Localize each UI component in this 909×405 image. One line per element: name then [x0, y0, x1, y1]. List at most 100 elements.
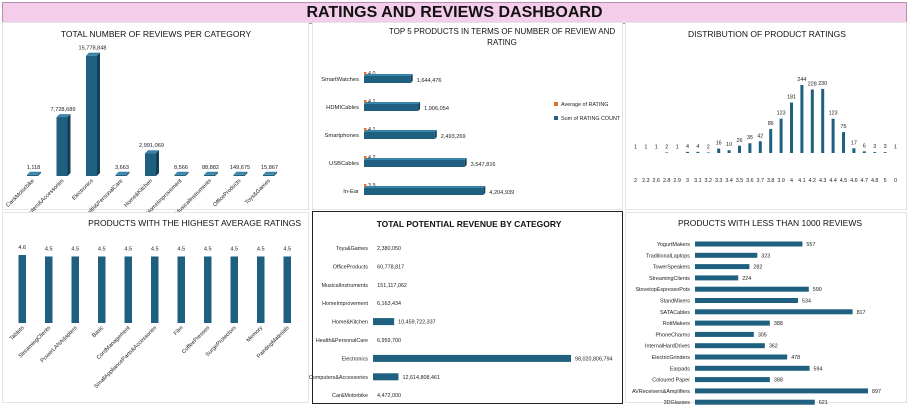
bar-smallapplianceparts-accessories: [151, 256, 159, 323]
data-label: 6,959,700: [377, 338, 401, 344]
top5-products-chart: TOP 5 PRODUCTS IN TERMS OF NUMBER OF REV…: [321, 27, 621, 196]
y-tick-label: ElectricGrinders: [652, 355, 691, 361]
legend-label: Average of RATING: [561, 102, 608, 108]
x-tick-label: Electronics: [71, 178, 95, 202]
x-tick-label: 3.2: [705, 178, 713, 184]
x-tick-label: Car&Motorbike: [5, 178, 36, 209]
data-label: 35: [747, 135, 753, 141]
chart-title: DISTRIBUTION OF PRODUCT RATINGS: [688, 29, 846, 39]
x-tick-label: OfficeProducts: [212, 178, 242, 208]
bar-avg-rating: [364, 156, 367, 160]
bar-rating-count: [364, 74, 413, 83]
data-label: 7,728,689: [51, 107, 76, 113]
y-tick-label: OfficeProducts: [333, 264, 369, 270]
x-tick-label: 2.6: [653, 178, 661, 184]
rating-distribution-chart: DISTRIBUTION OF PRODUCT RATINGS 1 2 1 2.3 1 2.…: [634, 29, 897, 184]
data-label: 10: [726, 142, 732, 148]
data-label: 4.5: [177, 246, 185, 252]
y-tick-label: In-Ear: [343, 189, 359, 195]
chart-title: TOP 5 PRODUCTS IN TERMS OF NUMBER OF REV…: [389, 27, 615, 36]
data-label: 228: [808, 81, 817, 87]
y-tick-label: HomeImprovement: [322, 301, 368, 307]
bar-electricgrinders: [695, 354, 788, 360]
data-label: 1,644,476: [417, 78, 442, 84]
data-label: 534: [802, 299, 811, 305]
less-than-1000-panel: PRODUCTS WITH LESS THAN 1000 REVIEWS Yogu…: [625, 212, 907, 405]
bar-car-motorbike: [27, 171, 41, 176]
bar-rating-4: [790, 102, 793, 153]
bar-rating-4-7: [862, 151, 866, 153]
data-label: 244: [797, 77, 806, 83]
bar-toys-games: [263, 171, 277, 176]
data-label: 1,906,054: [424, 106, 449, 112]
y-tick-label: PhoneCharms: [656, 332, 691, 338]
bar-rating-4-2: [810, 89, 814, 153]
y-tick-label: SmartWatches: [321, 77, 359, 83]
bar-rating-3: [686, 151, 689, 153]
data-label: 594: [814, 366, 823, 372]
bar-streamingclients: [45, 256, 53, 323]
data-label: 4,472,000: [377, 393, 401, 399]
bar-standmixers: [695, 298, 798, 303]
top5-products-panel: TOP 5 PRODUCTS IN TERMS OF NUMBER OF REV…: [312, 22, 623, 210]
y-tick-label: Health&PersonalCare: [316, 338, 368, 344]
bar-3dglasses: [695, 399, 815, 405]
y-tick-label: Toys&Games: [336, 246, 368, 252]
data-label: 388: [774, 321, 783, 327]
data-label: 2,991,069: [139, 143, 164, 149]
data-label: 817: [857, 310, 866, 316]
bar-rating-count: [364, 158, 467, 167]
y-tick-label: Car&Motorbike: [332, 393, 368, 399]
chart-title: TOTAL NUMBER OF REVIEWS PER CATEGORY: [61, 29, 252, 39]
y-tick-label: HDMICables: [326, 105, 359, 111]
data-label: 4.5: [71, 246, 79, 252]
x-tick-label: Film: [173, 325, 185, 337]
bar-paintingmaterials: [283, 256, 291, 323]
data-label: 1: [634, 145, 637, 151]
bar-rating-count: [364, 130, 437, 139]
x-tick-label: Home&Kitchen: [123, 178, 154, 209]
x-tick-label: 0: [894, 178, 897, 184]
bar-internalharddrives: [695, 343, 765, 349]
y-tick-label: AVReceivers&Amplifiers: [632, 389, 690, 395]
data-label: 478: [791, 355, 800, 361]
data-label: 4.5: [257, 246, 265, 252]
y-tick-label: StreamingClients: [649, 276, 690, 282]
bar-electronics: [86, 52, 100, 177]
bar-rating-4-5: [842, 132, 845, 153]
data-label: 1: [894, 145, 897, 151]
data-label: 3: [873, 144, 876, 150]
reviews-per-category-chart: TOTAL NUMBER OF REVIEWS PER CATEGORY 1,11…: [5, 29, 278, 226]
data-label: 86: [768, 121, 774, 127]
y-tick-label: Computers&Accessories: [309, 375, 368, 381]
data-label: 4: [686, 144, 689, 150]
bar-yogurtmakers: [695, 241, 803, 247]
bar-rating-3-5: [738, 145, 741, 153]
x-tick-label: Basic: [91, 325, 105, 339]
bar-rating-3-6: [748, 143, 752, 153]
bar-rating-5: [883, 152, 887, 153]
data-label: 123: [777, 111, 786, 117]
reviews-per-category-panel: TOTAL NUMBER OF REVIEWS PER CATEGORY 1,11…: [2, 22, 309, 226]
data-label: 2: [665, 144, 668, 150]
y-tick-label: Electronics: [342, 356, 369, 362]
x-tick-label: 2: [634, 178, 637, 184]
x-tick-label: 4.3: [819, 178, 827, 184]
data-label: 12,614,808,461: [402, 375, 439, 381]
bar-rating-3-3: [717, 148, 721, 153]
bar-health-personalcare: [115, 171, 130, 176]
bar-cordmanagement: [124, 256, 132, 323]
bar-revenue-computers-accessories: [373, 373, 399, 381]
bar-musicalinstruments: [204, 171, 218, 176]
data-label: 15,867: [261, 165, 278, 171]
bar-surgeprotectors: [230, 256, 238, 323]
bar-rating-3-1: [696, 151, 700, 153]
data-label: 10,459,722,337: [398, 320, 435, 326]
bar-stovetopespressopots: [695, 286, 809, 292]
x-tick-label: 4.7: [861, 178, 869, 184]
x-tick-label: 4.5: [840, 178, 848, 184]
less-than-1000-chart: PRODUCTS WITH LESS THAN 1000 REVIEWS Yogu…: [632, 218, 881, 405]
data-label: 4.5: [204, 246, 212, 252]
data-label: 4.5: [45, 246, 53, 252]
chart-title: TOTAL POTENTIAL REVENUE BY CATEGORY: [377, 219, 562, 229]
